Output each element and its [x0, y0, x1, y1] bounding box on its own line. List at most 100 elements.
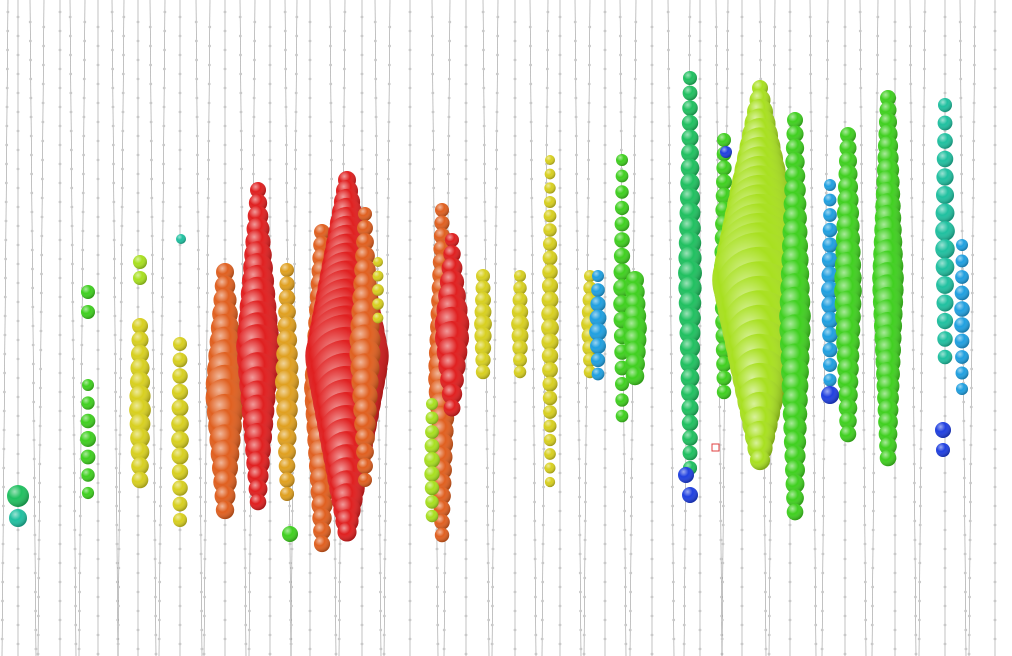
dom-node	[603, 162, 607, 166]
dom-node	[872, 395, 876, 399]
dom-node	[1, 542, 5, 546]
dom-node	[920, 371, 923, 375]
dom-node	[769, 500, 772, 504]
hit-shading	[425, 425, 439, 439]
dom-node	[31, 362, 35, 366]
dom-node	[532, 386, 535, 390]
dom-node	[114, 371, 117, 375]
dom-node	[698, 172, 702, 176]
hit-shading	[171, 431, 189, 449]
string-line	[968, 0, 976, 656]
dom-node	[959, 115, 963, 119]
dom-node	[206, 272, 209, 276]
dom-node	[531, 272, 534, 276]
dom-node	[247, 647, 251, 651]
dom-node	[513, 77, 517, 81]
dom-node	[252, 77, 256, 81]
dom-node	[443, 590, 446, 594]
dom-node	[650, 120, 654, 124]
dom-node	[153, 500, 156, 504]
dom-node	[69, 110, 73, 114]
dom-node	[650, 405, 654, 409]
dom-node	[5, 67, 9, 71]
dom-node	[558, 72, 562, 76]
dom-node	[41, 139, 45, 143]
dom-node	[464, 462, 468, 466]
dom-node	[136, 514, 140, 518]
dom-node	[308, 514, 312, 518]
dom-node	[582, 652, 586, 656]
dom-node	[375, 229, 379, 233]
dom-node	[603, 86, 607, 90]
dom-node	[545, 105, 549, 109]
dom-node	[809, 148, 813, 152]
dom-node	[58, 523, 62, 527]
dom-node	[408, 580, 412, 584]
dom-node	[33, 571, 37, 575]
dom-node	[16, 471, 20, 475]
hit-shading	[355, 428, 375, 448]
dom-node	[136, 305, 140, 309]
hit-shading	[786, 489, 804, 507]
hit-shading	[823, 373, 837, 387]
dom-node	[813, 566, 817, 570]
hit-shading	[682, 487, 698, 503]
dom-node	[698, 552, 702, 556]
dom-node	[576, 324, 580, 328]
dom-node	[58, 352, 62, 356]
dom-node	[993, 485, 997, 489]
dom-node	[843, 82, 847, 86]
dom-node	[821, 533, 825, 537]
dom-node	[117, 547, 121, 551]
dom-node	[196, 172, 199, 176]
dom-node	[464, 500, 468, 504]
dom-node	[154, 595, 157, 599]
dom-node	[178, 300, 182, 304]
dom-node	[374, 134, 378, 138]
dom-node	[122, 15, 126, 19]
dom-node	[288, 580, 292, 584]
dom-node	[558, 262, 562, 266]
dom-node	[82, 115, 86, 119]
dom-node	[112, 238, 116, 242]
dom-node	[337, 637, 341, 641]
hit-shading	[80, 431, 96, 447]
dom-node	[200, 609, 203, 613]
dom-node	[871, 528, 875, 532]
dom-node	[198, 381, 201, 385]
dom-node	[118, 433, 122, 437]
dom-node	[650, 196, 654, 200]
dom-node	[464, 386, 468, 390]
dom-node	[342, 86, 346, 90]
dom-node	[650, 557, 654, 561]
dom-node	[375, 153, 378, 157]
dom-node	[73, 585, 77, 589]
dom-node	[862, 371, 865, 375]
dom-node	[493, 300, 497, 304]
dom-node	[202, 633, 206, 637]
dom-node	[718, 424, 722, 428]
dom-node	[464, 652, 468, 656]
dom-node	[293, 186, 297, 190]
dom-node	[223, 162, 227, 166]
string-line	[111, 0, 119, 656]
dom-node	[464, 481, 468, 485]
hit-shading	[955, 366, 969, 380]
hit-shading	[935, 185, 955, 205]
dom-node	[72, 452, 76, 456]
dom-node	[430, 15, 434, 19]
dom-node	[943, 642, 947, 646]
dom-node	[650, 177, 654, 181]
dom-node	[334, 652, 338, 656]
dom-node	[764, 609, 767, 613]
dom-node	[290, 604, 293, 608]
dom-node	[151, 291, 155, 295]
dom-node	[698, 590, 702, 594]
dom-node	[716, 158, 719, 162]
dom-node	[114, 428, 118, 432]
dom-node	[863, 523, 867, 527]
dom-node	[294, 148, 298, 152]
dom-node	[513, 172, 517, 176]
dom-node	[159, 428, 163, 432]
